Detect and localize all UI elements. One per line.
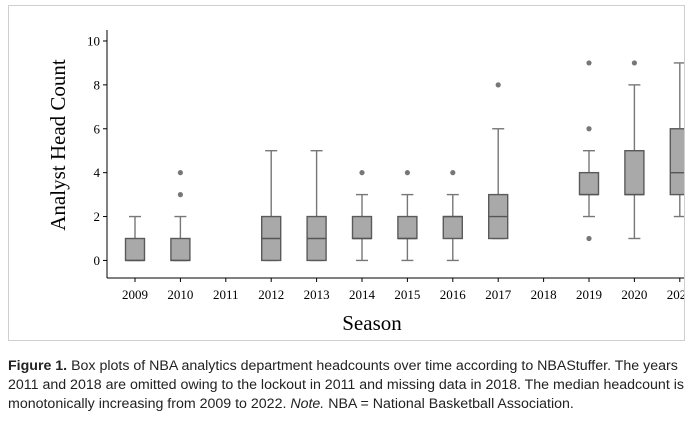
x-tick-label: 2013 [304,287,330,302]
y-tick-label: 8 [94,77,101,92]
outlier-point [631,60,638,66]
outlier-point [177,170,183,176]
x-tick-label: 2010 [167,287,193,302]
box-2015 [397,215,418,240]
box-2020 [624,150,645,196]
y-axis-title: Analyst Head Count [46,59,70,231]
note-label: Note. [290,396,325,413]
outlier-point [586,235,592,242]
box-2009 [124,237,146,262]
x-tick-label: 2011 [213,287,239,302]
outlier-point [586,126,592,132]
x-tick-label: 2018 [531,287,557,302]
y-tick-label: 10 [87,33,100,48]
caption-text: Box plots of NBA analytics department he… [8,358,684,413]
outlier-point [450,170,456,176]
box-plot-chart: Analyst Head Count Season 0 2 4 6 8 10 2009 201… [46,30,684,335]
chart-frame: Analyst Head Count Season 0 2 4 6 8 10 2009 201… [8,5,685,341]
y-tick-label: 6 [94,121,101,136]
box-2014 [351,215,373,240]
box-2019 [578,171,600,196]
x-tick-label: 2021 [667,287,684,302]
box-2010 [170,237,191,262]
figure-caption: Figure 1. Box plots of NBA analytics dep… [8,357,684,415]
outlier-point [586,60,592,66]
x-tick-label: 2012 [258,287,284,302]
x-tick-label: 2015 [394,287,420,302]
x-tick-label: 2009 [122,287,148,302]
outlier-point [177,192,183,198]
box-2021 [669,128,684,196]
note-text: NBA = National Basketball Association. [324,396,574,413]
x-axis-title: Season [342,311,402,335]
y-tick-label: 2 [94,209,101,224]
y-tick-label: 0 [94,253,101,268]
outlier-point [404,170,410,176]
x-tick-label: 2020 [621,287,647,302]
figure-label: Figure 1. [8,358,68,374]
y-tick-label: 4 [94,165,101,180]
outlier-point [359,170,365,176]
x-tick-label: 2016 [440,287,467,302]
x-tick-label: 2014 [349,287,376,302]
x-tick-label: 2019 [576,287,602,302]
outlier-point [495,82,501,88]
x-tick-label: 2017 [485,287,512,302]
box-2016 [442,215,463,240]
